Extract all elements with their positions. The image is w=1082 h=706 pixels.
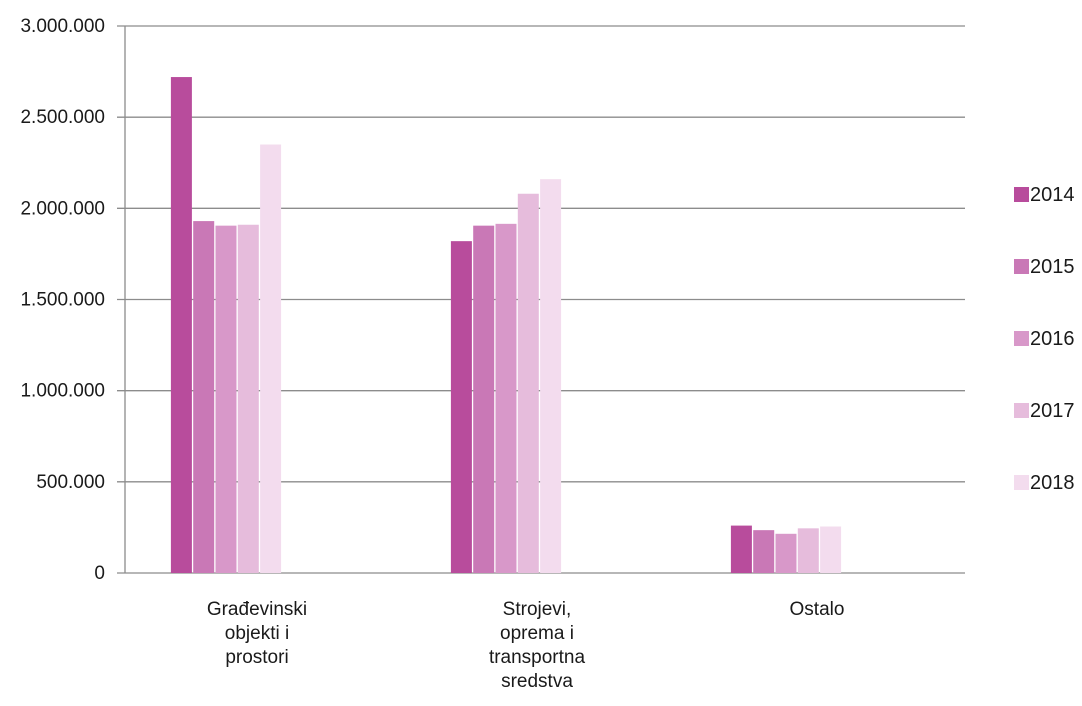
bar-2014-1 [450,241,472,574]
legend-label: 2017 [1030,400,1075,422]
legend-label: 2014 [1030,184,1075,206]
bar-2017-0 [237,224,259,573]
x-category-label: prostori [225,647,288,668]
bar-2016-2 [775,533,797,573]
y-tick-label: 2.500.000 [20,107,105,128]
y-tick-label: 0 [94,563,105,584]
y-tick-label: 3.000.000 [20,16,105,37]
legend-swatch [1014,331,1029,346]
bar-2017-1 [517,193,539,573]
bar-2015-0 [193,221,215,573]
y-tick-label: 1.000.000 [20,381,105,402]
bar-2014-2 [730,525,752,573]
bar-2017-2 [797,528,819,573]
legend-label: 2016 [1030,328,1075,350]
legend-swatch [1014,187,1029,202]
legend-swatch [1014,475,1029,490]
x-category-label: sredstva [501,671,573,692]
bar-2018-2 [820,526,842,573]
legend-label: 2015 [1030,256,1075,278]
bar-2018-1 [540,179,562,573]
bar-2015-2 [753,530,775,573]
bar-2016-1 [495,223,517,573]
x-category-label: Građevinski [207,599,307,620]
x-category-label: Ostalo [790,599,845,620]
legend: 2014 2015 2016 2017 2018 [1014,184,1075,494]
x-category-label: objekti i [225,623,289,644]
legend-label: 2018 [1030,472,1075,494]
x-category-label: oprema i [500,623,574,644]
y-tick-label: 2.000.000 [20,198,105,219]
y-tick-label: 1.500.000 [20,290,105,311]
legend-swatch [1014,259,1029,274]
bar-2014-0 [170,77,192,573]
x-category-label: transportna [489,647,586,668]
bar-2016-0 [215,225,237,573]
bars [170,77,842,574]
bar-2018-0 [260,144,282,573]
legend-swatch [1014,403,1029,418]
x-category-label: Strojevi, [503,599,572,620]
bar-2015-1 [473,225,495,573]
y-tick-label: 500.000 [36,472,105,493]
y-axis: 0 500.000 1.000.000 1.500.000 2.000.000 2.500… [20,16,126,584]
x-axis-labels: Građevinski objekti i prostori Strojevi, opr… [207,599,845,692]
